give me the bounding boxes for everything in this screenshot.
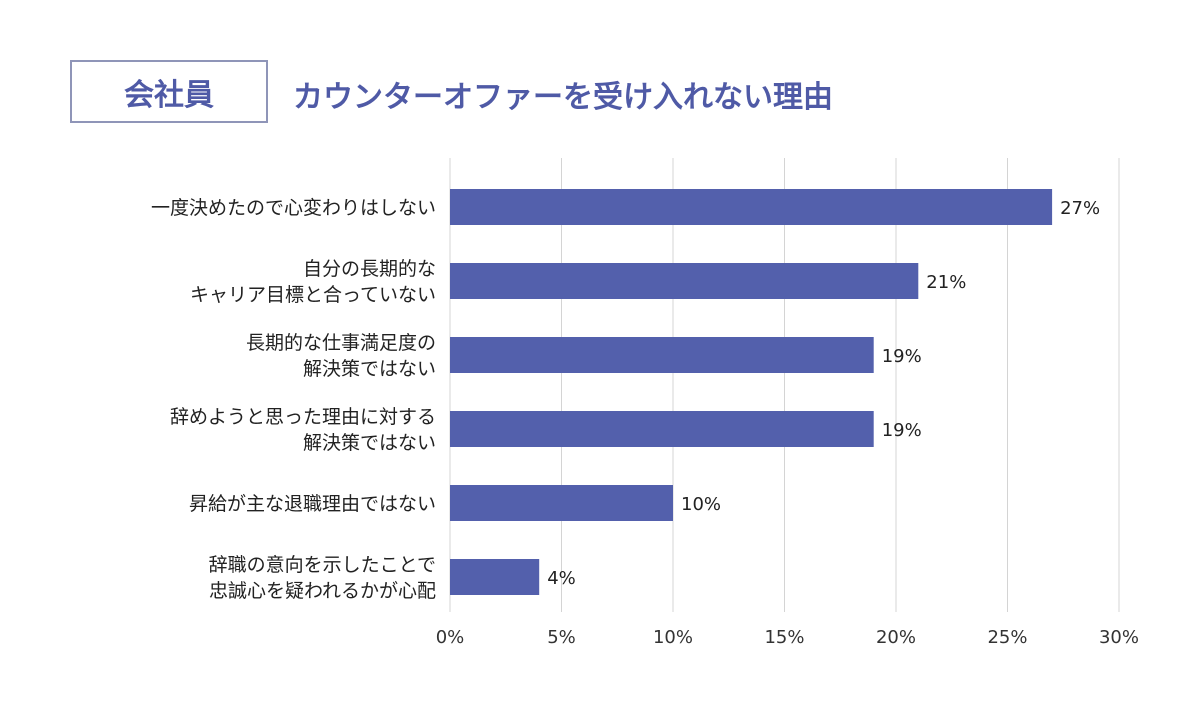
value-label: 4% xyxy=(547,568,576,589)
category-label: 辞めようと思った理由に対する xyxy=(170,406,436,428)
chart-title: カウンターオファーを受け入れない理由 xyxy=(293,80,833,115)
value-labels: 27% 21% 19% 19% 10% 4% xyxy=(547,198,1100,589)
x-tick-label: 5% xyxy=(547,627,576,648)
bar xyxy=(450,263,919,299)
category-labels: 一度決めたので心変わりはしない自分の長期的なキャリア目標と合っていない長期的な仕… xyxy=(151,197,436,602)
category-label: 一度決めたので心変わりはしない xyxy=(151,197,436,219)
category-label: 長期的な仕事満足度の xyxy=(246,332,436,354)
bar xyxy=(450,485,673,521)
bar xyxy=(450,337,874,373)
category-label: 忠誠心を疑われるかが心配 xyxy=(209,580,436,602)
value-label: 19% xyxy=(882,420,922,441)
x-axis-ticks: 0% 5% 10% 15% 20% 25% 30% xyxy=(436,627,1139,648)
category-label: キャリア目標と合っていない xyxy=(190,284,436,306)
value-label: 19% xyxy=(882,346,922,367)
x-tick-label: 10% xyxy=(653,627,693,648)
bar xyxy=(450,559,540,595)
category-badge: 会社員 xyxy=(70,60,268,123)
x-tick-label: 30% xyxy=(1099,627,1139,648)
bar xyxy=(450,189,1053,225)
value-label: 21% xyxy=(926,272,966,293)
category-label: 解決策ではない xyxy=(303,432,436,454)
x-tick-label: 0% xyxy=(436,627,465,648)
x-tick-label: 25% xyxy=(987,627,1027,648)
category-label: 昇給が主な退職理由ではない xyxy=(189,493,436,515)
x-tick-label: 20% xyxy=(876,627,916,648)
category-label: 辞職の意向を示したことで xyxy=(209,554,436,576)
bar xyxy=(450,411,874,447)
value-label: 27% xyxy=(1060,198,1100,219)
bars xyxy=(450,189,1053,595)
x-tick-label: 15% xyxy=(764,627,804,648)
value-label: 10% xyxy=(681,494,721,515)
category-label: 解決策ではない xyxy=(303,358,436,380)
category-label: 自分の長期的な xyxy=(303,258,436,280)
grid-lines xyxy=(449,158,1120,612)
